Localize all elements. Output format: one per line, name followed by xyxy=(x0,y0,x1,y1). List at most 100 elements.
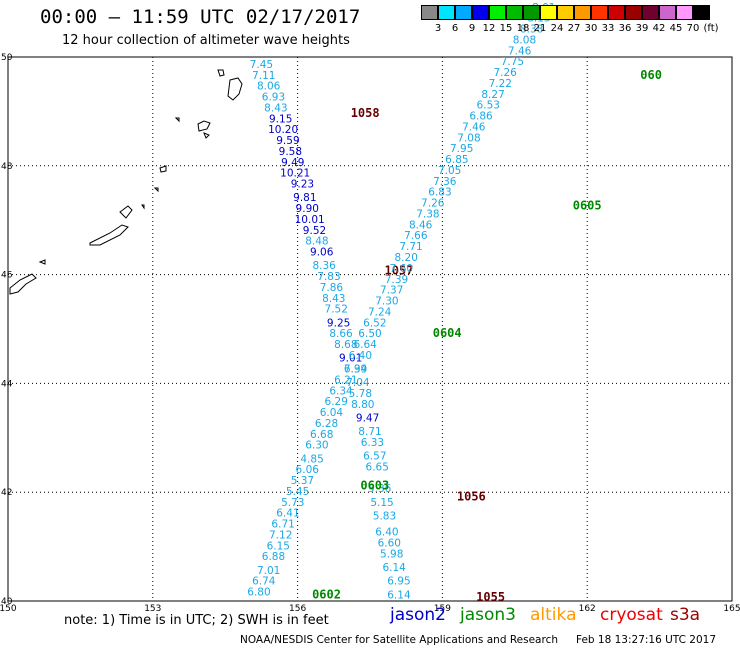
wave-height-value: 6.74 xyxy=(252,576,276,588)
legend-swatch xyxy=(676,5,693,20)
legend-swatch xyxy=(574,5,591,20)
legend-swatch xyxy=(642,5,659,20)
wave-height-value: 8.06 xyxy=(257,81,281,93)
wave-height-value: 6.30 xyxy=(305,440,328,452)
satellite-label-altika: altika xyxy=(530,605,577,625)
wave-height-value: 9.23 xyxy=(291,179,314,191)
pass-time-label: 060 xyxy=(640,68,662,82)
wave-height-value: 6.14 xyxy=(387,589,411,601)
x-tick-label: 153 xyxy=(144,604,161,614)
y-tick-label: 50 xyxy=(1,53,13,63)
wave-height-value: 6.21 xyxy=(334,374,357,386)
legend-level-label: 21 xyxy=(533,23,547,34)
legend-swatch xyxy=(489,5,506,20)
wave-height-value: 9.47 xyxy=(356,412,379,424)
wave-height-value: 6.68 xyxy=(310,429,333,441)
wave-height-value: 9.59 xyxy=(276,135,299,147)
wave-height-value: 10.20 xyxy=(268,124,298,136)
wave-height-value: 8.43 xyxy=(264,102,287,114)
wave-height-value: 5.98 xyxy=(380,548,403,560)
wave-height-value: 6.40 xyxy=(375,527,398,539)
x-tick-label: 162 xyxy=(579,604,596,614)
wave-height-value: 4.85 xyxy=(300,453,323,465)
wave-height-value: 8.71 xyxy=(358,426,381,438)
wave-height-value: 9.49 xyxy=(281,157,304,169)
wave-height-value: 10.21 xyxy=(280,168,310,180)
wave-height-value: 10.01 xyxy=(295,214,325,226)
satellite-label-jason2: jason2 xyxy=(390,605,446,625)
wave-height-value: 9.01 xyxy=(339,353,362,365)
pass-time-label: 0602 xyxy=(312,587,341,601)
pass-time-label: 0603 xyxy=(360,478,389,492)
wave-height-value: 9.25 xyxy=(327,317,350,329)
wave-height-value: 6.50 xyxy=(358,328,381,340)
legend-swatch xyxy=(693,5,710,20)
legend-swatch xyxy=(557,5,574,20)
y-tick-label: 46 xyxy=(1,271,13,281)
legend-level-label: 6 xyxy=(451,23,459,34)
pass-time-label: 1056 xyxy=(457,489,486,503)
wave-height-value: 6.34 xyxy=(344,364,368,376)
x-tick-label: 156 xyxy=(289,604,306,614)
wave-height-value: 6.60 xyxy=(378,538,401,550)
wave-height-value: 8.46 xyxy=(409,219,433,231)
wave-height-value: 8.43 xyxy=(322,293,345,305)
legend-level-label: 70 xyxy=(686,23,700,34)
legend-swatch xyxy=(455,5,472,20)
wave-height-value: 6.71 xyxy=(271,519,294,531)
wave-height-value: 7.24 xyxy=(368,306,392,318)
wave-height-value: 7.52 xyxy=(325,304,348,316)
wave-height-value: 6.80 xyxy=(247,587,270,599)
wave-height-value: 5.37 xyxy=(291,475,314,487)
wave-height-value: 6.95 xyxy=(387,576,410,588)
wave-height-value: 7.38 xyxy=(416,208,439,220)
legend-swatch xyxy=(608,5,625,20)
wave-height-value: 6.65 xyxy=(366,461,389,473)
legend-level-label: 27 xyxy=(567,23,581,34)
wave-height-value: 7.08 xyxy=(457,132,480,144)
legend-level-label: 39 xyxy=(635,23,649,34)
wave-height-value: 7.26 xyxy=(493,67,517,79)
wave-height-value: 5.36 xyxy=(368,483,392,495)
legend-swatch xyxy=(540,5,557,20)
legend-level-label: 45 xyxy=(669,23,683,34)
wave-height-value: 8.20 xyxy=(395,252,418,264)
wave-height-value: 7.86 xyxy=(320,282,344,294)
legend-swatch xyxy=(625,5,642,20)
coastline-island xyxy=(89,224,129,246)
wave-height-value: 6.53 xyxy=(477,100,500,112)
wave-height-value: 8.48 xyxy=(305,236,328,248)
wave-height-value: 6.86 xyxy=(469,111,493,123)
wave-height-value: 7.46 xyxy=(508,45,532,57)
satellite-label-cryosat: cryosat xyxy=(600,605,663,625)
wave-height-value: 6.52 xyxy=(363,317,386,329)
wave-height-value: 6.15 xyxy=(267,540,290,552)
wave-height-value: 7.11 xyxy=(252,70,275,82)
map-frame xyxy=(7,56,733,602)
wave-height-value: 7.45 xyxy=(250,59,273,71)
legend-unit: (ft) xyxy=(703,23,719,34)
pass-time-label: 1057 xyxy=(384,264,413,278)
wave-height-value: 6.14 xyxy=(382,562,406,574)
coastline-island xyxy=(119,205,133,219)
wave-height-value: 6.41 xyxy=(276,508,299,520)
footer-timestamp: Feb 18 13:27:16 UTC 2017 xyxy=(576,634,716,646)
wave-height-value: 7.83 xyxy=(317,271,340,283)
wave-height-value: 6.34 xyxy=(329,385,353,397)
wave-height-value: 8.66 xyxy=(329,328,353,340)
page-title: 00:00 – 11:59 UTC 02/17/2017 xyxy=(40,6,361,28)
y-tick-label: 44 xyxy=(1,379,13,389)
wave-height-value: 7.05 xyxy=(438,165,461,177)
pass-time-label: 0605 xyxy=(573,198,602,212)
wave-height-value: 8.68 xyxy=(334,339,357,351)
wave-height-value: 7.37 xyxy=(380,285,403,297)
x-tick-label: 165 xyxy=(723,604,740,614)
y-tick-label: 40 xyxy=(1,597,13,607)
y-tick-label: 48 xyxy=(1,162,13,172)
legend-level-label: 15 xyxy=(499,23,513,34)
coastline-island xyxy=(203,132,210,139)
legend-swatch xyxy=(421,5,438,20)
wave-height-value: 7.12 xyxy=(269,529,292,541)
wave-height-value: 5.78 xyxy=(349,388,372,400)
